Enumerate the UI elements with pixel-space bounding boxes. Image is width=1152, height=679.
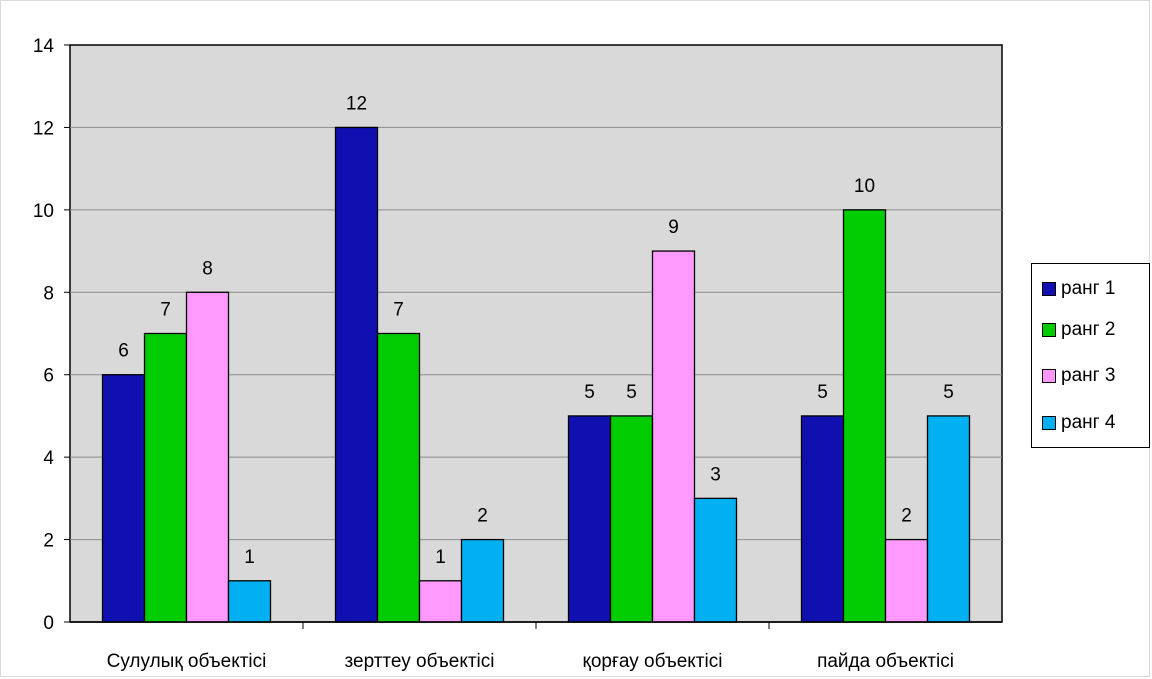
bar <box>886 540 928 622</box>
data-label: 2 <box>477 506 488 527</box>
legend-label-4: ранг 4 <box>1061 412 1115 434</box>
x-tick-label: зерттеу объектісі <box>345 651 495 672</box>
data-label: 8 <box>202 258 213 279</box>
legend: ранг 1 ранг 2 ранг 3 ранг 4 <box>1031 263 1150 448</box>
data-label: 1 <box>435 547 446 568</box>
data-label: 7 <box>393 300 404 321</box>
y-tick-label: 4 <box>43 448 54 469</box>
legend-swatch-4 <box>1042 416 1056 430</box>
legend-item: ранг 4 <box>1042 412 1115 434</box>
data-label: 1 <box>244 547 255 568</box>
y-tick-label: 8 <box>43 283 54 304</box>
bar <box>336 127 378 622</box>
data-label: 3 <box>710 464 721 485</box>
data-label: 5 <box>626 382 637 403</box>
y-tick-label: 12 <box>33 118 54 139</box>
x-tick-label: қорғау объектісі <box>583 651 723 672</box>
legend-swatch-3 <box>1042 369 1056 383</box>
y-tick-label: 0 <box>43 613 54 634</box>
bar <box>928 416 970 622</box>
bar <box>844 210 886 622</box>
x-tick-label: Сулулық объектісі <box>107 651 267 672</box>
data-label: 2 <box>901 506 912 527</box>
legend-label-1: ранг 1 <box>1061 278 1115 300</box>
legend-label-2: ранг 2 <box>1061 319 1115 341</box>
y-tick-label: 2 <box>43 531 54 552</box>
legend-item: ранг 3 <box>1042 365 1115 387</box>
legend-item: ранг 1 <box>1042 278 1115 300</box>
bar <box>378 334 420 623</box>
x-axis-labels: Сулулық объектісі зерттеу объектісі қорғау… <box>107 622 954 672</box>
bar <box>653 251 695 622</box>
legend-label-3: ранг 3 <box>1061 365 1115 387</box>
bar <box>103 375 145 622</box>
y-tick-label: 14 <box>33 36 55 57</box>
legend-swatch-2 <box>1042 323 1056 337</box>
bar <box>420 581 462 622</box>
x-tick-label: пайда объектісі <box>817 651 954 672</box>
data-label: 12 <box>346 93 367 114</box>
legend-item: ранг 2 <box>1042 319 1115 341</box>
data-label: 5 <box>584 382 595 403</box>
data-label: 10 <box>854 176 875 197</box>
y-tick-label: 6 <box>43 366 54 387</box>
legend-swatch-1 <box>1042 282 1056 296</box>
bar <box>569 416 611 622</box>
bar <box>462 540 504 622</box>
data-label: 5 <box>943 382 954 403</box>
y-tick-label: 10 <box>33 201 54 222</box>
data-label: 6 <box>118 341 129 362</box>
bar <box>802 416 844 622</box>
bar <box>695 498 737 622</box>
bar <box>145 334 187 623</box>
bar <box>611 416 653 622</box>
data-label: 9 <box>668 217 679 238</box>
bar <box>187 292 229 622</box>
bar <box>229 581 271 622</box>
data-label: 7 <box>160 300 171 321</box>
y-axis-ticks: 0 2 4 6 8 10 12 14 <box>33 36 70 634</box>
data-label: 5 <box>817 382 828 403</box>
